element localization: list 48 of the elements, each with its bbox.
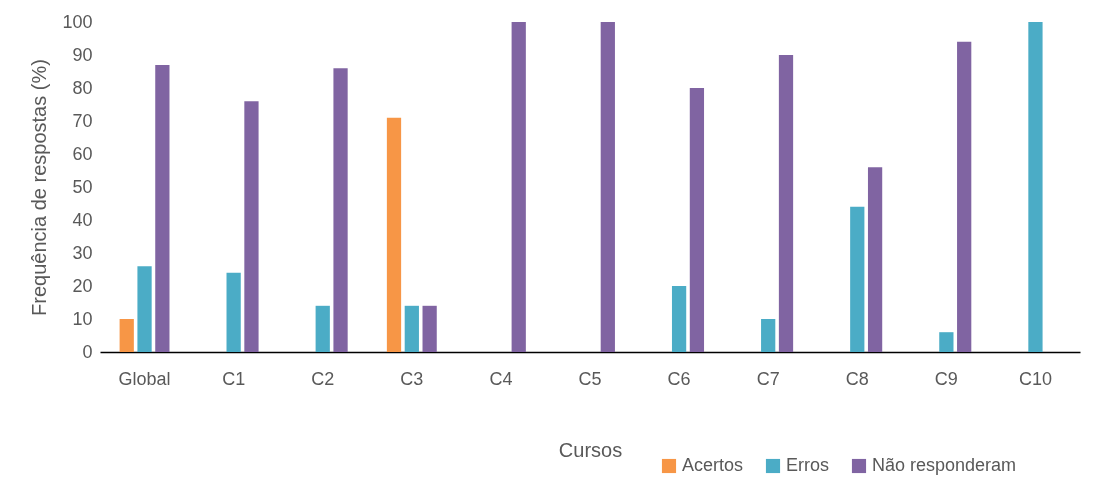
x-tick-label: C7 [756,368,780,389]
x-tick-label: C2 [311,368,335,389]
bar [315,305,330,352]
bar [867,167,883,352]
y-tick-label: 90 [72,44,93,65]
bar [850,206,865,352]
x-tick-label: C9 [934,368,958,389]
bar [511,22,526,352]
y-tick-label: 20 [72,275,93,296]
bar [671,286,687,352]
bar [422,305,437,352]
bar [244,101,259,352]
bar [386,117,402,352]
y-axis-title: Frequência de respostas (%) [28,59,51,316]
bar [226,272,241,352]
y-tick-label: 60 [72,143,93,164]
y-tick-label: 80 [72,77,93,98]
x-axis-title: Cursos [558,438,623,461]
legend-label: Erros [786,455,830,475]
bar [404,305,419,352]
y-tick-label: 40 [72,209,93,230]
x-tick-label: C8 [845,368,869,389]
y-tick-label: 30 [72,242,93,263]
x-tick-label: C5 [578,368,602,389]
bar [155,64,170,352]
y-tick-label: 0 [82,341,93,362]
bar [1028,22,1043,352]
bar [600,22,615,352]
bar [778,55,794,352]
x-tick-label: C1 [222,368,246,389]
x-tick-label: C10 [1018,368,1052,389]
y-tick-label: 100 [62,11,93,32]
y-tick-label: 10 [72,308,93,329]
bar [137,266,152,352]
bar [333,68,348,352]
bar [689,88,705,352]
bar [957,41,972,352]
bar [761,319,776,352]
y-tick-label: 70 [72,110,93,131]
y-tick-label: 50 [72,176,93,197]
x-tick-label: Global [118,368,171,389]
x-tick-label: C3 [400,368,424,389]
legend-label: Não responderam [872,455,1017,475]
x-tick-label: C6 [667,368,691,389]
bar [939,332,954,352]
x-tick-label: C4 [489,368,513,389]
bar [119,319,134,352]
legend-label: Acertos [682,455,744,475]
